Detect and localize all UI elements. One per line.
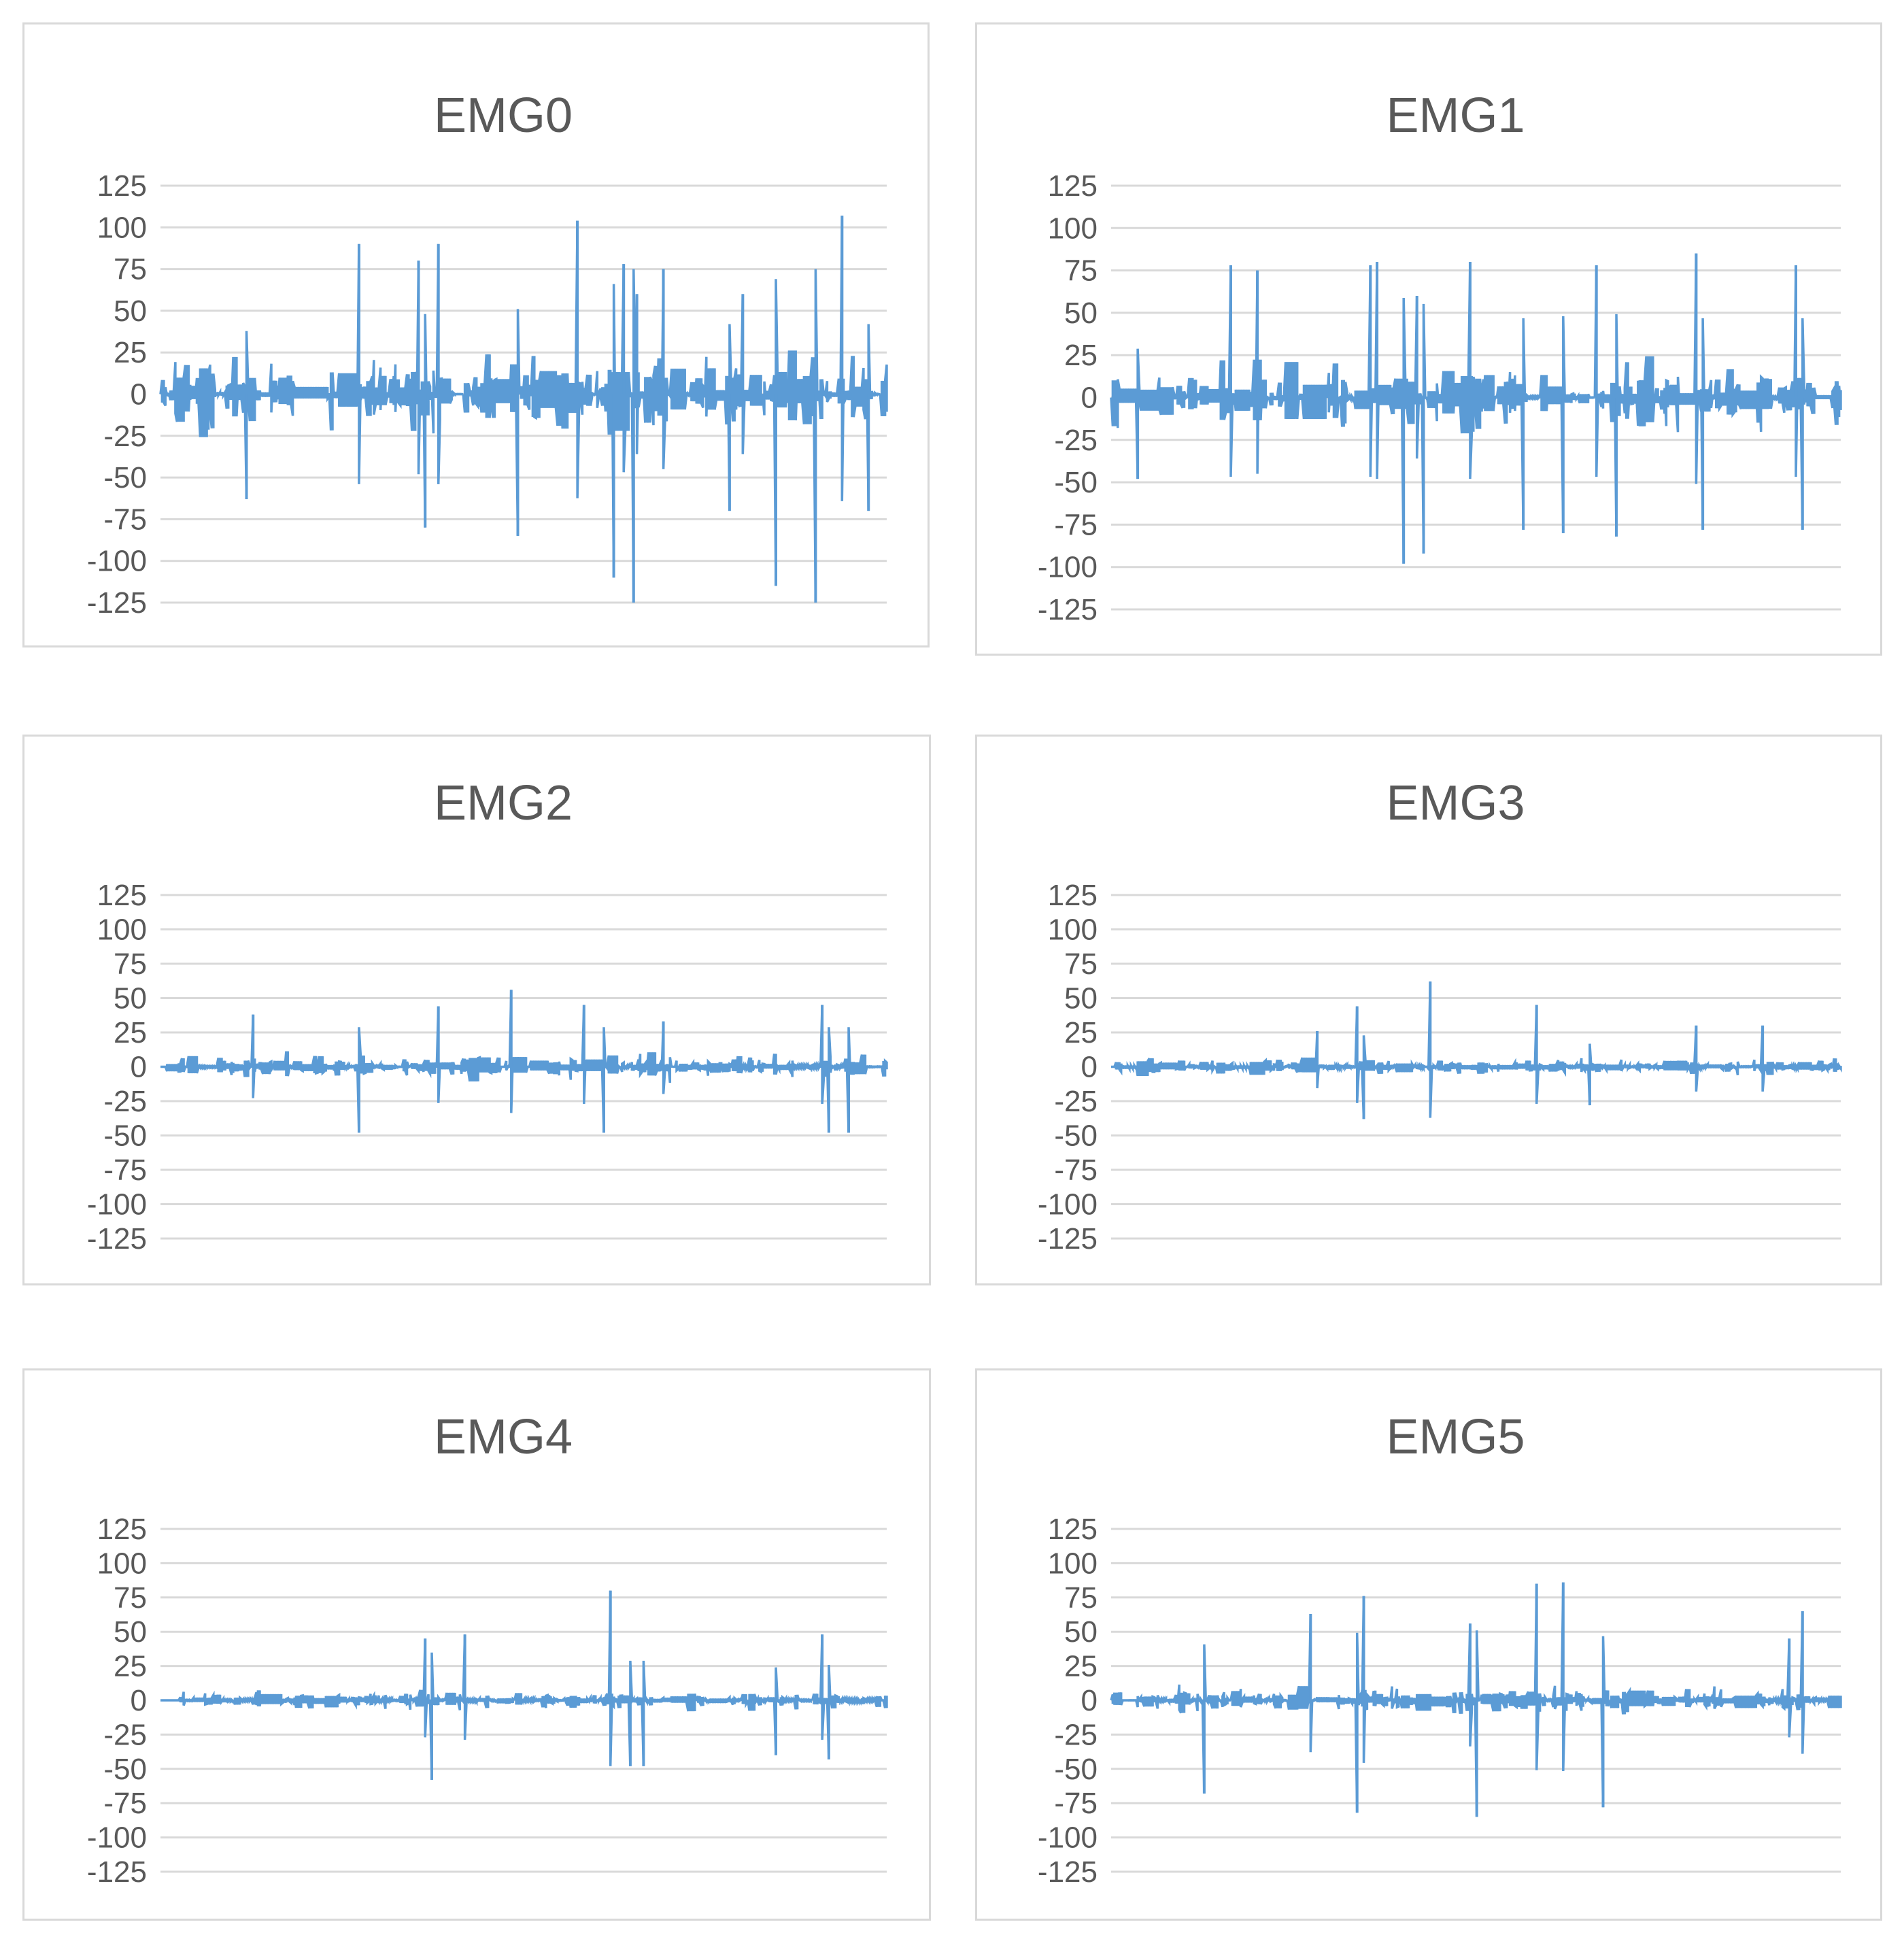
y-tick-label: 25 (114, 1016, 147, 1049)
y-tick-label: -125 (1038, 1222, 1098, 1256)
y-tick-label: 0 (131, 378, 147, 411)
y-tick-label: 75 (114, 947, 147, 981)
y-tick-label: -100 (87, 545, 147, 578)
y-tick-label: 50 (1064, 982, 1098, 1015)
y-tick-label: -125 (1038, 1855, 1098, 1889)
y-tick-label: 50 (114, 982, 147, 1015)
y-tick-label: -25 (103, 1718, 147, 1751)
y-tick-label: 50 (1064, 297, 1098, 330)
y-tick-label: 125 (1048, 169, 1098, 203)
y-tick-label: -125 (1038, 593, 1098, 626)
chart-panel-emg5: EMG5 125 100 75 50 25 0 -25 -50 -75 -100 -125 (975, 1368, 1882, 1921)
chart-title: EMG3 (1386, 776, 1525, 830)
y-tick-label: -75 (103, 503, 147, 536)
series-line (1110, 253, 1842, 564)
y-tick-label: -100 (87, 1821, 147, 1855)
y-tick-label: -125 (87, 586, 147, 620)
chart-emg1: EMG1 125 100 75 50 25 0 -25 -50 -75 -100 -125 (1038, 88, 1842, 626)
y-tick-label: 75 (1064, 947, 1098, 981)
y-tick-label: -75 (103, 1787, 147, 1820)
chart-panel-emg2: EMG2 125 100 75 50 25 0 -25 -50 -75 -100 -125 (22, 735, 931, 1285)
y-tick-label: 125 (1048, 1513, 1098, 1546)
chart-panel-emg4: EMG4 125 100 75 50 25 0 -25 -50 -75 -100 -125 (22, 1368, 931, 1921)
y-tick-label: -75 (1054, 1787, 1098, 1820)
y-tick-label: 0 (1081, 382, 1098, 415)
y-tick-label: -25 (1054, 424, 1098, 457)
series-line (159, 216, 888, 603)
y-tick-label: 0 (1081, 1684, 1098, 1717)
chart-panel-emg1: EMG1 125 100 75 50 25 0 -25 -50 -75 -100 -125 (975, 22, 1882, 656)
y-tick-label: 100 (97, 211, 147, 244)
y-tick-label: 25 (1064, 339, 1098, 372)
chart-title: EMG0 (434, 88, 573, 143)
y-tick-label: -75 (1054, 1153, 1098, 1187)
chart-title: EMG2 (434, 776, 573, 830)
chart-title: EMG4 (434, 1410, 573, 1464)
y-tick-label: 50 (114, 1615, 147, 1649)
y-tick-label: 25 (114, 336, 147, 369)
y-tick-label: -50 (1054, 1119, 1098, 1153)
y-tick-label: -75 (1054, 508, 1098, 541)
y-tick-label: -75 (103, 1153, 147, 1187)
y-tick-label: -100 (1038, 1821, 1098, 1855)
y-tick-label: 100 (97, 1547, 147, 1580)
y-tick-label: 125 (97, 169, 147, 203)
y-tick-label: 25 (1064, 1016, 1098, 1049)
y-tick-label: 75 (114, 1581, 147, 1615)
y-tick-label: -100 (87, 1188, 147, 1222)
y-tick-label: 100 (1048, 212, 1098, 245)
y-tick-label: 25 (1064, 1650, 1098, 1683)
series-line (160, 990, 888, 1133)
y-tick-label: -25 (103, 1085, 147, 1118)
y-tick-label: 125 (97, 879, 147, 912)
chart-panel-emg3: EMG3 125 100 75 50 25 0 -25 -50 -75 -100 -125 (975, 735, 1882, 1285)
y-tick-label: 125 (97, 1513, 147, 1546)
y-tick-label: 75 (1064, 1581, 1098, 1615)
y-tick-label: 100 (1048, 1547, 1098, 1580)
chart-panel-emg0: EMG0 125 100 75 50 25 0 -25 -50 -75 -100 -125 (22, 22, 930, 647)
chart-title: EMG5 (1386, 1410, 1525, 1464)
y-tick-label: -100 (1038, 551, 1098, 584)
y-tick-label: -50 (1054, 1753, 1098, 1786)
y-tick-label: -50 (103, 461, 147, 494)
y-tick-label: -25 (1054, 1718, 1098, 1751)
chart-title: EMG1 (1386, 88, 1525, 143)
y-tick-label: 50 (114, 294, 147, 328)
y-tick-label: 50 (1064, 1615, 1098, 1649)
y-tick-label: 0 (1081, 1051, 1098, 1084)
y-tick-label: -25 (1054, 1085, 1098, 1118)
series-line (1111, 981, 1842, 1119)
y-tick-label: 75 (1064, 254, 1098, 288)
y-tick-label: 100 (1048, 913, 1098, 947)
y-tick-label: -100 (1038, 1188, 1098, 1222)
y-tick-label: -125 (87, 1855, 147, 1889)
series-line (1110, 1582, 1842, 1817)
y-tick-label: -125 (87, 1222, 147, 1256)
y-tick-label: -50 (103, 1119, 147, 1153)
series-line (160, 1590, 888, 1780)
chart-emg0: EMG0 125 100 75 50 25 0 -25 -50 -75 -100 -125 (87, 88, 888, 620)
y-tick-label: -25 (103, 420, 147, 453)
y-tick-label: 75 (114, 253, 147, 286)
y-tick-label: 0 (131, 1051, 147, 1084)
y-tick-label: -50 (103, 1753, 147, 1786)
y-tick-label: 125 (1048, 879, 1098, 912)
y-tick-label: 25 (114, 1650, 147, 1683)
y-tick-label: 100 (97, 913, 147, 947)
y-tick-label: 0 (131, 1684, 147, 1717)
y-tick-label: -50 (1054, 466, 1098, 499)
